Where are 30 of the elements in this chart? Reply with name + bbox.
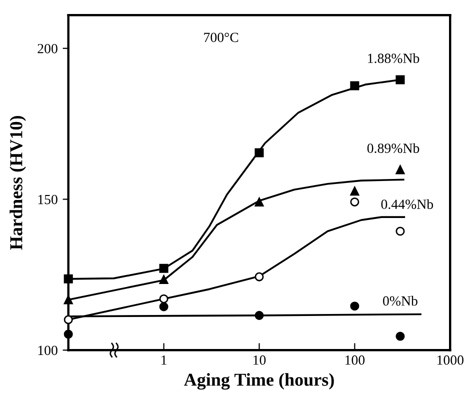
x-axis-title: Aging Time (hours): [184, 373, 334, 390]
point: [350, 81, 360, 90]
series-label: 0.44%Nb: [381, 199, 434, 210]
point: [254, 272, 264, 282]
x-tick-label: 1000: [437, 355, 464, 365]
point: [254, 310, 264, 320]
x-tick-label: 100: [345, 355, 365, 365]
y-tick-label: 200: [38, 44, 58, 54]
point: [64, 274, 73, 284]
point: [350, 302, 360, 311]
point: [64, 295, 73, 304]
y-axis-title: Hardness (HV10): [10, 116, 26, 250]
point: [254, 148, 264, 158]
y-tick-label: 150: [38, 194, 58, 204]
x-tick-label: 1: [162, 355, 166, 365]
point: [159, 275, 168, 284]
series-label: 0.89%Nb: [367, 143, 420, 154]
point: [64, 315, 73, 324]
point: [350, 197, 360, 206]
point: [254, 197, 264, 206]
y-tick-label: 100: [38, 346, 58, 356]
series-label: 1.88%Nb: [368, 53, 420, 64]
point: [350, 186, 360, 196]
series-label: 0%Nb: [383, 296, 418, 306]
point: [64, 330, 73, 339]
point: [159, 264, 168, 273]
point: [159, 294, 168, 304]
annotation: 700°C: [204, 32, 238, 42]
point: [159, 302, 168, 312]
x-tick-label: 10: [254, 355, 266, 365]
